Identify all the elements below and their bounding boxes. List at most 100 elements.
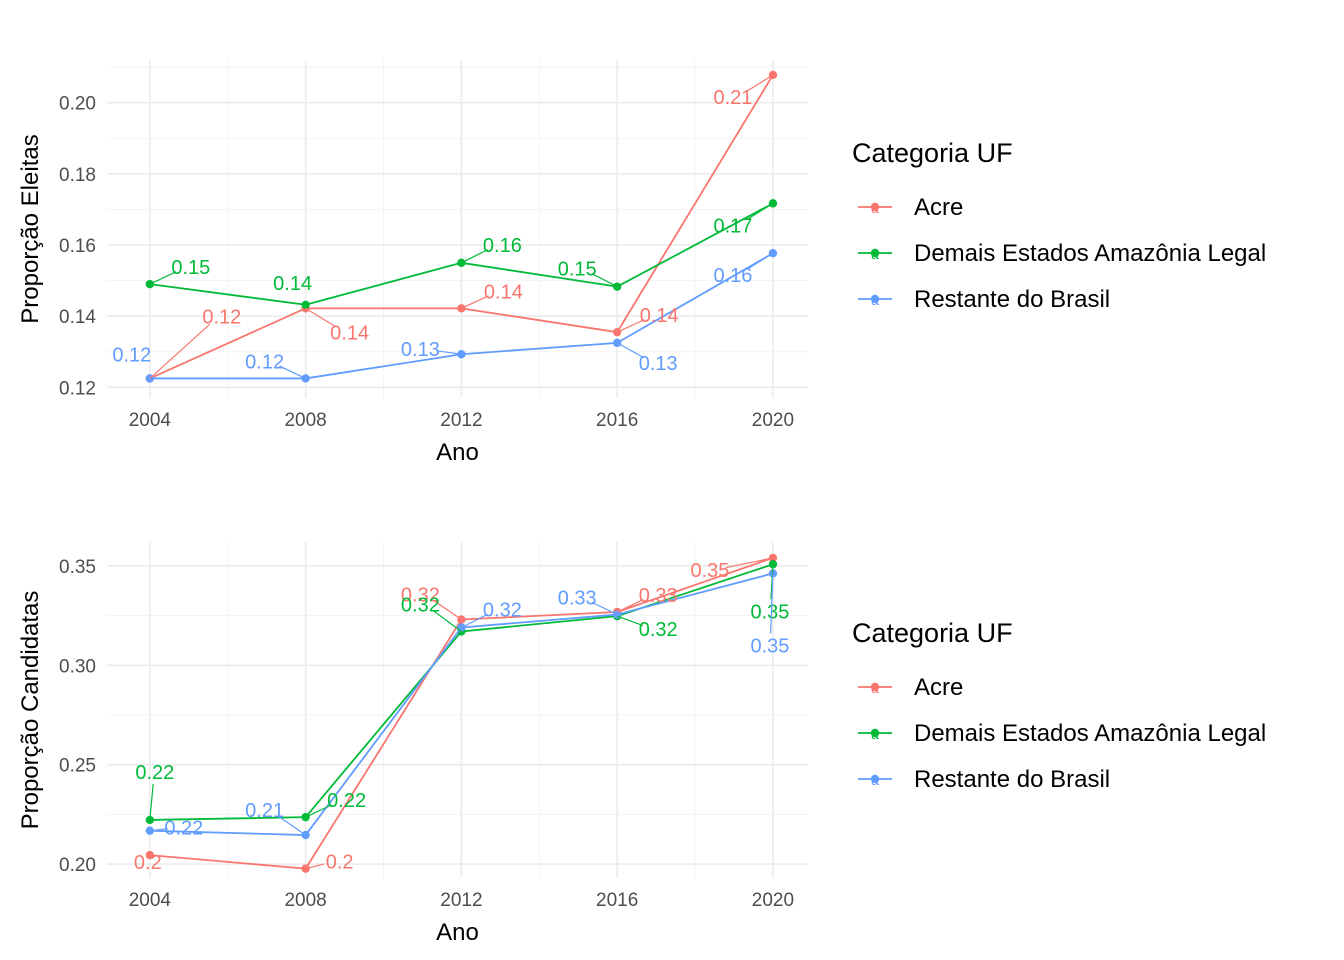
data-label: 0.15: [558, 259, 597, 281]
label-connector: [616, 342, 645, 359]
label-connector: [305, 804, 333, 818]
data-label: 0.12: [202, 306, 241, 328]
x-tick-label: 2012: [440, 890, 482, 911]
series-segment: [461, 613, 618, 629]
x-tick-label: 2004: [129, 410, 172, 431]
legend-key-point: [870, 728, 880, 738]
label-connector: [461, 295, 489, 309]
label-connector: [461, 249, 489, 264]
y-axis-title: Proporção Candidatas: [17, 591, 44, 830]
label-connector: [591, 601, 618, 616]
data-label: 0.16: [483, 235, 522, 257]
label-connector: [461, 613, 489, 629]
label-connector: [746, 252, 774, 270]
legend-key-glyph: a: [871, 726, 879, 742]
legend-label: Demais Estados Amazônia Legal: [914, 720, 1266, 747]
data-label: 0.13: [639, 353, 678, 375]
data-point: [145, 850, 155, 860]
data-label: 0.33: [639, 585, 678, 607]
series-segment: [305, 261, 462, 306]
legend-item: a Demais Estados Amazônia Legal: [858, 240, 1266, 267]
data-label: 0.32: [401, 594, 440, 616]
series-segment: [616, 557, 774, 613]
legend-title: Categoria UF: [852, 618, 1013, 648]
legend-label: Demais Estados Amazônia Legal: [914, 240, 1266, 267]
x-tick-label: 2008: [284, 890, 326, 911]
legend-item: a Restante do Brasil: [858, 766, 1110, 793]
label-connector: [279, 365, 306, 379]
x-tick-label: 2012: [440, 410, 482, 431]
label-connector: [149, 828, 168, 832]
data-label: 0.14: [484, 281, 523, 303]
label-connector: [591, 273, 618, 288]
gridlines: [107, 542, 808, 878]
legend-key-glyph: a: [871, 246, 879, 262]
gridlines: [107, 60, 808, 398]
data-point: [301, 864, 310, 873]
legend-key-glyph: a: [871, 292, 879, 308]
data-label: 0.21: [713, 87, 752, 109]
legend-item: a Acre: [858, 194, 963, 221]
series-segment: [461, 611, 618, 621]
y-tick-label: 0.20: [59, 94, 96, 115]
legend-item: a Restante do Brasil: [858, 286, 1110, 313]
data-label: 0.21: [245, 800, 284, 822]
series-segment: [616, 202, 774, 288]
label-connector: [770, 573, 774, 634]
legend-label: Acre: [914, 674, 963, 701]
series-segment: [616, 252, 774, 344]
data-point: [457, 623, 466, 632]
label-connector: [149, 271, 177, 285]
data-label: 0.35: [750, 635, 789, 657]
y-tick-label: 0.16: [59, 236, 96, 257]
label-connector: [433, 600, 462, 621]
data-point: [612, 338, 622, 348]
data-label: 0.15: [171, 257, 210, 279]
legend-item: a Acre: [858, 674, 963, 701]
legend: Categoria UF a Acre a Demais Estados Amazôni…: [852, 618, 1266, 793]
legend-label: Restante do Brasil: [914, 766, 1110, 793]
y-axis-title: Proporção Eleitas: [17, 134, 44, 323]
y-tick-label: 0.18: [59, 165, 96, 186]
series-segment: [461, 341, 618, 356]
x-tick-label: 2008: [284, 410, 326, 431]
data-label: 0.22: [327, 790, 366, 812]
series-restante-do-brasil: [145, 248, 778, 383]
series-segment: [149, 307, 306, 380]
label-connector: [616, 599, 644, 613]
series-segment: [461, 307, 618, 334]
label-connector: [436, 350, 462, 355]
data-labels: 0.220.220.320.320.35: [135, 564, 789, 821]
data-labels: 0.12 0.14 0.14 0.14 0.21: [149, 74, 774, 379]
legend-label: Restante do Brasil: [914, 286, 1110, 313]
label-connector: [149, 783, 154, 821]
data-labels: 0.12 0.12 0.13 0.13 0.16: [112, 252, 774, 379]
data-point: [301, 300, 310, 309]
legend-key-glyph: a: [871, 772, 879, 788]
series-segment: [461, 615, 618, 633]
series-segment: [305, 353, 462, 380]
x-tick-label: 2020: [752, 890, 794, 911]
data-label: 0.2: [134, 852, 162, 874]
legend: Categoria UF a Acre a Demais Estados Amazôni…: [852, 138, 1266, 313]
y-tick-label: 0.20: [59, 855, 96, 876]
series-segment: [616, 572, 774, 616]
y-tick-label: 0.12: [59, 378, 96, 399]
legend-key-glyph: a: [871, 200, 879, 216]
label-connector: [616, 319, 645, 333]
data-label: 0.32: [401, 585, 440, 607]
label-connector: [277, 815, 306, 836]
label-connector: [770, 564, 774, 600]
data-label: 0.2: [326, 852, 354, 874]
y-tick-label: 0.35: [59, 557, 96, 578]
label-connector: [746, 202, 774, 221]
data-label: 0.22: [164, 818, 203, 840]
data-label: 0.35: [750, 601, 789, 623]
series-segment: [149, 829, 306, 836]
data-label: 0.32: [483, 599, 522, 621]
label-connector: [616, 615, 644, 627]
legend-key-point: [870, 248, 880, 258]
panel-candidatas: 0.20 0.25 0.30 0.35 2004 2008 2012 2016 2020 Ano P…: [17, 542, 1266, 946]
series-demais-estados-amaz-nia-legal: [145, 199, 778, 309]
